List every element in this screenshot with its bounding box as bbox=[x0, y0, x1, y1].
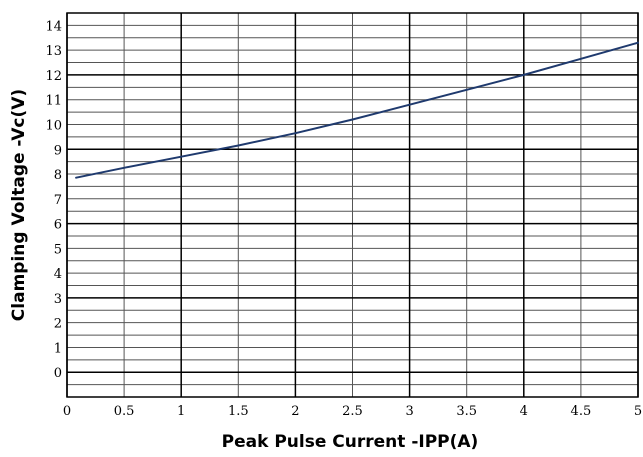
x-tick-label: 5 bbox=[634, 404, 642, 419]
y-tick-label: 11 bbox=[45, 94, 62, 109]
x-tick-label: 2.5 bbox=[342, 404, 363, 419]
y-tick-label: 14 bbox=[45, 19, 62, 34]
x-tick-label: 3 bbox=[405, 404, 413, 419]
minor-grid bbox=[67, 12, 638, 398]
y-tick-label: 6 bbox=[54, 218, 62, 233]
x-axis-title: Peak Pulse Current -IPP(A) bbox=[222, 432, 479, 452]
x-tick-label: 0 bbox=[63, 404, 71, 419]
x-tick-label: 3.5 bbox=[456, 404, 477, 419]
y-tick-label: 4 bbox=[54, 267, 62, 282]
x-tick-labels: 0 0.5 1 1.5 2 2.5 3 3.5 4 4.5 5 bbox=[63, 404, 642, 419]
y-axis-title: Clamping Voltage -Vc(V) bbox=[9, 89, 29, 321]
y-tick-label: 5 bbox=[54, 242, 62, 257]
x-tick-label: 1 bbox=[177, 404, 185, 419]
y-tick-label: 12 bbox=[45, 69, 62, 84]
y-tick-label: 2 bbox=[54, 317, 62, 332]
y-tick-label: 1 bbox=[54, 341, 62, 356]
y-tick-label: 10 bbox=[45, 118, 62, 133]
y-tick-label: 3 bbox=[54, 292, 62, 307]
y-tick-label: 0 bbox=[54, 366, 62, 381]
x-tick-label: 2 bbox=[291, 404, 299, 419]
y-tick-label: 7 bbox=[54, 193, 62, 208]
x-tick-label: 0.5 bbox=[114, 404, 135, 419]
y-tick-label: 9 bbox=[54, 143, 62, 158]
x-tick-label: 4.5 bbox=[571, 404, 592, 419]
series-line bbox=[75, 41, 639, 179]
y-tick-label: 8 bbox=[54, 168, 62, 183]
series-layer bbox=[75, 41, 639, 179]
plot-frame bbox=[66, 12, 639, 398]
x-tick-label: 1.5 bbox=[228, 404, 249, 419]
x-tick-label: 4 bbox=[520, 404, 528, 419]
y-tick-label: 13 bbox=[45, 44, 62, 59]
